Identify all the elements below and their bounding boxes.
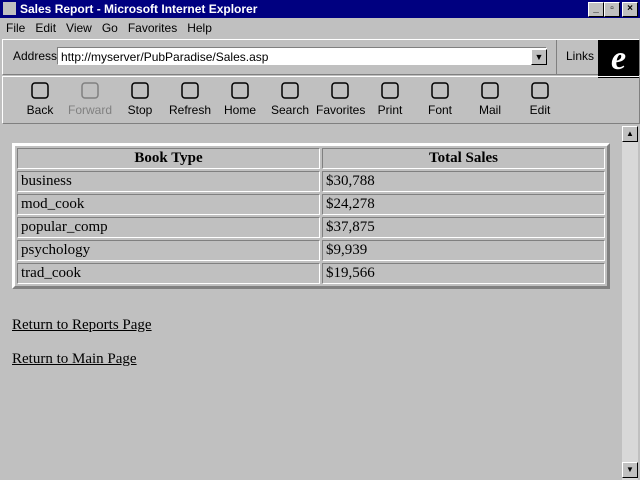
table-row: business $30,788 [17,171,605,192]
toolbar-label: Favorites [316,103,366,117]
menu-item[interactable]: Favorites [127,21,178,35]
sales-table: Book Type Total Sales business $30,788 mod_c… [12,143,610,289]
toolbar-icon [331,82,349,99]
table-cell: trad_cook [17,263,320,284]
toolbar: Back Forward Stop Refresh Home Search Favorite… [2,76,640,124]
table-cell: psychology [17,240,320,261]
separator [556,40,557,74]
toolbar-button[interactable]: Font [416,77,464,121]
table-cell: $9,939 [322,240,605,261]
links-label[interactable]: Links [566,49,595,63]
table-cell: business [17,171,320,192]
table-cell: $24,278 [322,194,605,215]
address-dropdown[interactable]: ▼ [531,49,547,65]
toolbar-label: Home [223,103,256,117]
window-title: Sales Report - Microsoft Internet Explor… [20,2,258,16]
toolbar-button[interactable]: Home [216,77,264,121]
toolbar-icon [131,82,149,99]
scroll-down[interactable]: ▼ [622,462,638,478]
menu-bar: File Edit View Go Favorites Help [0,19,640,37]
table-row: trad_cook $19,566 [17,263,605,284]
menu-item[interactable]: Go [101,21,118,35]
address-bar: Address http://myserver/PubParadise/Sale… [2,39,640,78]
table-cell: $37,875 [322,217,605,238]
toolbar-icon [231,82,249,99]
toolbar-button[interactable]: Edit [516,77,564,121]
menu-item[interactable]: Edit [35,21,57,35]
toolbar-label: Forward [67,103,112,117]
scroll-up[interactable]: ▲ [622,126,638,142]
toolbar-button[interactable]: Print [366,77,414,121]
toolbar-button[interactable]: Refresh [166,77,214,121]
minimize-button[interactable]: _ [588,2,604,17]
header-cell: Total Sales [322,148,605,169]
address-input[interactable]: http://myserver/PubParadise/Sales.asp [57,47,547,65]
close-button[interactable]: × [622,2,638,17]
ie-logo: e [598,40,639,78]
toolbar-icon [381,82,399,99]
toolbar-label: Mail [478,103,501,117]
app-icon [3,2,16,15]
table-cell: $30,788 [322,171,605,192]
toolbar-label: Edit [529,103,551,117]
scrollbar[interactable]: ▲ ▼ [622,126,638,480]
toolbar-icon [281,82,299,99]
table-row: popular_comp $37,875 [17,217,605,238]
menu-item[interactable]: File [6,21,26,35]
toolbar-icon [181,82,199,99]
toolbar-label: Print [377,103,403,117]
header-row: Book Type Total Sales [17,148,605,169]
toolbar-label: Stop [127,103,153,117]
toolbar-button[interactable]: Back [16,77,64,121]
table-row: psychology $9,939 [17,240,605,261]
title-bar: Sales Report - Microsoft Internet Explor… [0,0,640,18]
toolbar-icon [531,82,549,99]
toolbar-label: Refresh [168,103,212,117]
toolbar-button[interactable]: Forward [66,77,114,121]
toolbar-button[interactable]: Search [266,77,314,121]
toolbar-label: Font [427,103,452,117]
toolbar-icon [81,82,99,99]
main-link[interactable]: Return to Main Page [12,351,137,367]
menu-item[interactable]: View [66,21,92,35]
header-cell: Book Type [17,148,320,169]
table-cell: popular_comp [17,217,320,238]
table-cell: mod_cook [17,194,320,215]
toolbar-button[interactable]: Stop [116,77,164,121]
toolbar-icon [431,82,449,99]
address-label: Address [13,49,58,63]
maximize-button[interactable]: ▫ [604,2,620,17]
toolbar-icon [481,82,499,99]
content-area: Book Type Total Sales business $30,788 mod_c… [2,124,622,480]
toolbar-label: Back [26,103,54,117]
toolbar-button[interactable]: Favorites [316,77,366,121]
toolbar-label: Search [270,103,310,117]
toolbar-icon [31,82,49,99]
menu-item[interactable]: Help [187,21,212,35]
reports-link[interactable]: Return to Reports Page [12,317,152,333]
table-row: mod_cook $24,278 [17,194,605,215]
toolbar-button[interactable]: Mail [466,77,514,121]
table-cell: $19,566 [322,263,605,284]
